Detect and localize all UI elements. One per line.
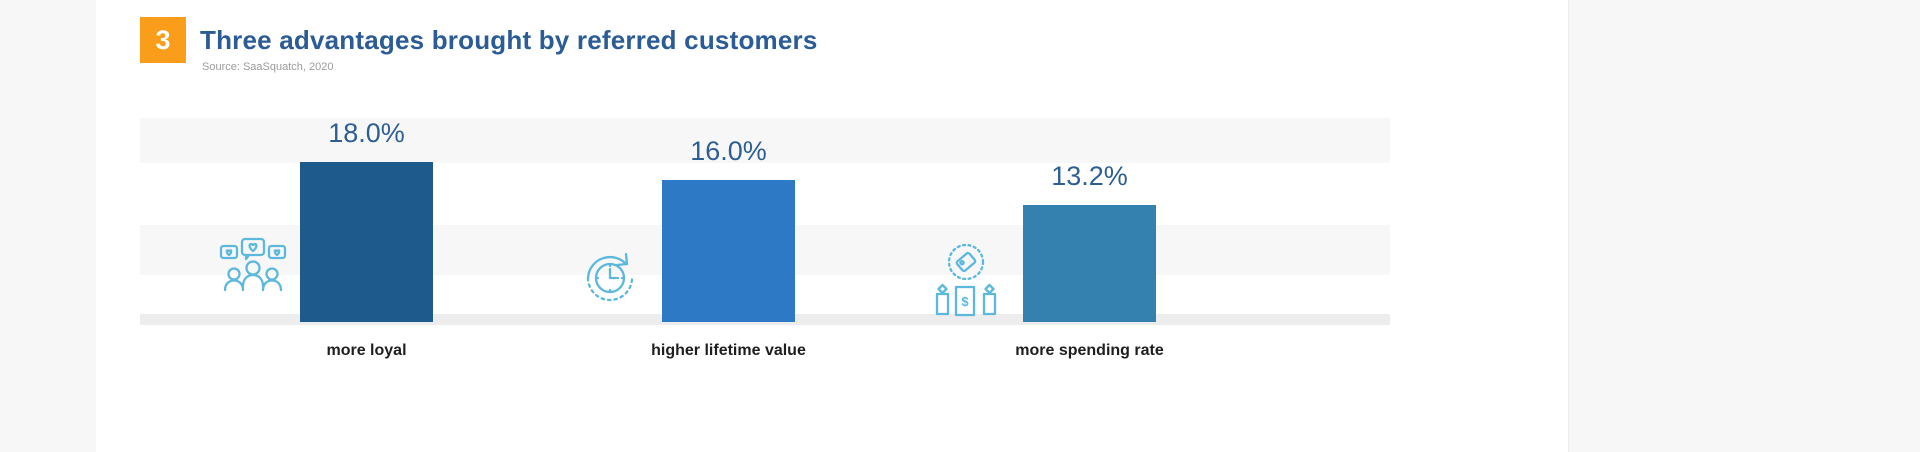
value-label-more-spending-rate: 13.2% [1051,161,1128,191]
category-label-higher-lifetime-value: higher lifetime value [651,342,806,359]
category-label-more-loyal: more loyal [326,342,407,359]
value-label-higher-lifetime-value: 16.0% [690,136,767,166]
value-label-more-loyal: 18.0% [328,118,405,148]
left-page-margin [0,0,96,452]
bar-more-spending-rate [1023,205,1156,322]
bar-higher-lifetime-value [662,180,795,322]
category-label-more-spending-rate: more spending rate [1015,342,1164,359]
chart-title: Three advantages brought by referred cus… [200,25,818,55]
price-tags-icon: $ [935,243,997,317]
people-hearts-icon [219,237,287,292]
background-band [140,118,1390,163]
svg-text:$: $ [961,294,969,309]
right-page-margin [1568,0,1920,452]
section-number-badge: 3 [140,17,186,63]
clock-cycle-icon [586,252,634,302]
bar-more-loyal [300,162,433,322]
source-note: Source: SaaSquatch, 2020 [202,61,334,73]
